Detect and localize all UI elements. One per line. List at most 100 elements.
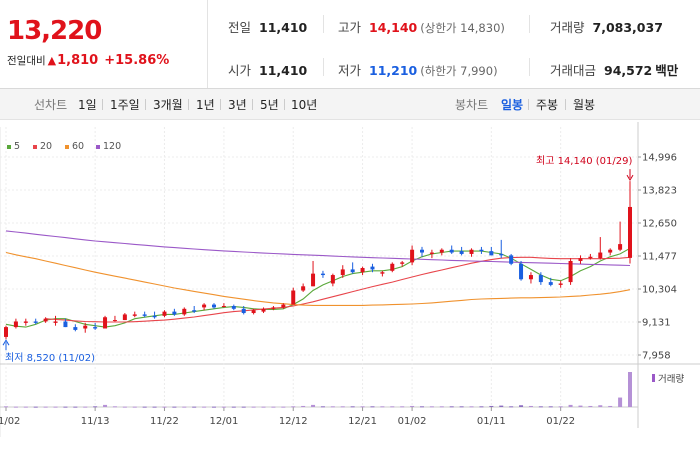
volume-bar <box>509 406 514 408</box>
volume-bar <box>390 406 395 408</box>
volume-bar <box>578 405 583 407</box>
stat-high: 고가 14,140 (상한가 14,830) <box>338 17 505 36</box>
volume-bar <box>538 406 543 408</box>
volume-bar <box>261 406 266 408</box>
volume-bar <box>301 405 306 407</box>
divider <box>188 99 189 110</box>
low-annotation: 최저 8,520 (11/02) <box>5 352 95 364</box>
candle-body <box>291 290 296 305</box>
legend-ma60: 60 <box>65 141 84 152</box>
candle-body <box>202 304 207 308</box>
volume-bar <box>93 406 98 408</box>
period-1y[interactable]: 1년 <box>196 98 215 112</box>
divider <box>529 58 530 76</box>
candle-body <box>568 260 573 283</box>
legend-label: 120 <box>103 141 122 152</box>
volume-bar <box>628 372 632 407</box>
candle-body <box>212 304 216 308</box>
candle-body <box>548 282 553 285</box>
price-box: 13,220 전일대비 ▲1,810 +15.86% <box>0 0 208 88</box>
period-10y[interactable]: 10년 <box>291 98 318 112</box>
volume-bar <box>459 406 464 408</box>
volume-bar <box>340 406 345 408</box>
stat-label: 저가 <box>338 63 362 78</box>
x-tick-label: 11/22 <box>150 416 179 427</box>
stat-low: 저가 11,210 (하한가 7,990) <box>338 60 498 79</box>
stat-value: 14,140 <box>369 20 418 35</box>
volume-bar <box>548 406 553 408</box>
x-tick-label: 12/21 <box>348 416 377 427</box>
volume-bar <box>4 406 8 408</box>
volume-bar <box>380 406 385 408</box>
volume-bar <box>420 406 424 408</box>
candle-body <box>231 305 236 309</box>
volume-bar <box>608 405 613 407</box>
candle-body <box>271 307 276 309</box>
volume-bar <box>172 406 177 408</box>
candle-weekly[interactable]: 주봉 <box>536 98 559 112</box>
stat-value: 11,410 <box>259 20 308 35</box>
candle-body <box>83 325 88 329</box>
volume-bar <box>350 406 355 408</box>
period-1w[interactable]: 1주일 <box>110 98 140 112</box>
change-label: 전일대비 <box>7 55 46 67</box>
volume-bar <box>122 406 127 408</box>
candle-body <box>152 315 157 318</box>
candle-body <box>499 253 504 256</box>
chart-grid <box>0 122 700 437</box>
legend-swatch <box>65 144 69 149</box>
divider <box>145 99 146 110</box>
candle-body <box>162 311 167 316</box>
candle-body <box>330 275 335 284</box>
candle-body <box>192 310 197 312</box>
y-tick-label: 11,477 <box>642 252 677 263</box>
legend-swatch <box>96 144 100 149</box>
volume-bar <box>33 406 38 408</box>
volume-bar <box>162 406 167 408</box>
candle-body <box>390 263 395 271</box>
chart-annotations: 최고 14,140 (01/29) 최저 8,520 (11/02) 거래량 <box>2 155 684 385</box>
x-tick-label: 01/11 <box>477 416 506 427</box>
volume-bar <box>479 406 484 408</box>
x-tick-label: 01/22 <box>546 416 575 427</box>
candle-body <box>122 314 127 321</box>
candle-monthly[interactable]: 월봉 <box>573 98 596 112</box>
volume-bar <box>192 406 197 408</box>
volume-bar <box>598 405 603 407</box>
candle-body <box>13 321 18 328</box>
period-3y[interactable]: 3년 <box>228 98 247 112</box>
candle-body <box>618 244 623 250</box>
volume-bar <box>588 405 593 407</box>
candle-body <box>53 321 58 323</box>
stat-value: 7,083,037 <box>592 20 663 35</box>
candle-body <box>301 286 306 291</box>
candle-body <box>578 258 583 261</box>
candle-body <box>439 249 444 253</box>
legend-label: 60 <box>72 141 85 152</box>
period-3m[interactable]: 3개월 <box>153 98 183 112</box>
ma-line-60 <box>5 251 631 306</box>
x-tick-label: 01/02 <box>398 416 427 427</box>
candle-body <box>400 262 405 264</box>
volume-bar <box>370 406 375 408</box>
ma-line-5 <box>5 247 631 328</box>
period-5y[interactable]: 5년 <box>260 98 279 112</box>
candle-body <box>528 275 533 280</box>
candle-body <box>558 283 563 285</box>
candle-body <box>449 249 454 253</box>
candle-daily[interactable]: 일봉 <box>501 98 524 112</box>
volume-bar <box>271 406 276 408</box>
candle-body <box>33 321 38 323</box>
candle-body <box>479 249 484 252</box>
candle-body <box>350 269 355 273</box>
candle-body <box>340 269 345 276</box>
period-1d[interactable]: 1일 <box>78 98 97 112</box>
candle-body <box>261 308 266 312</box>
volume-bar <box>528 405 533 407</box>
stat-amount: 거래대금 94,572 백만 <box>550 60 678 79</box>
lower-limit: (하한가 7,990) <box>420 64 498 78</box>
divider <box>528 99 529 110</box>
candle-body <box>132 314 137 316</box>
change-value: 1,810 <box>57 53 99 68</box>
